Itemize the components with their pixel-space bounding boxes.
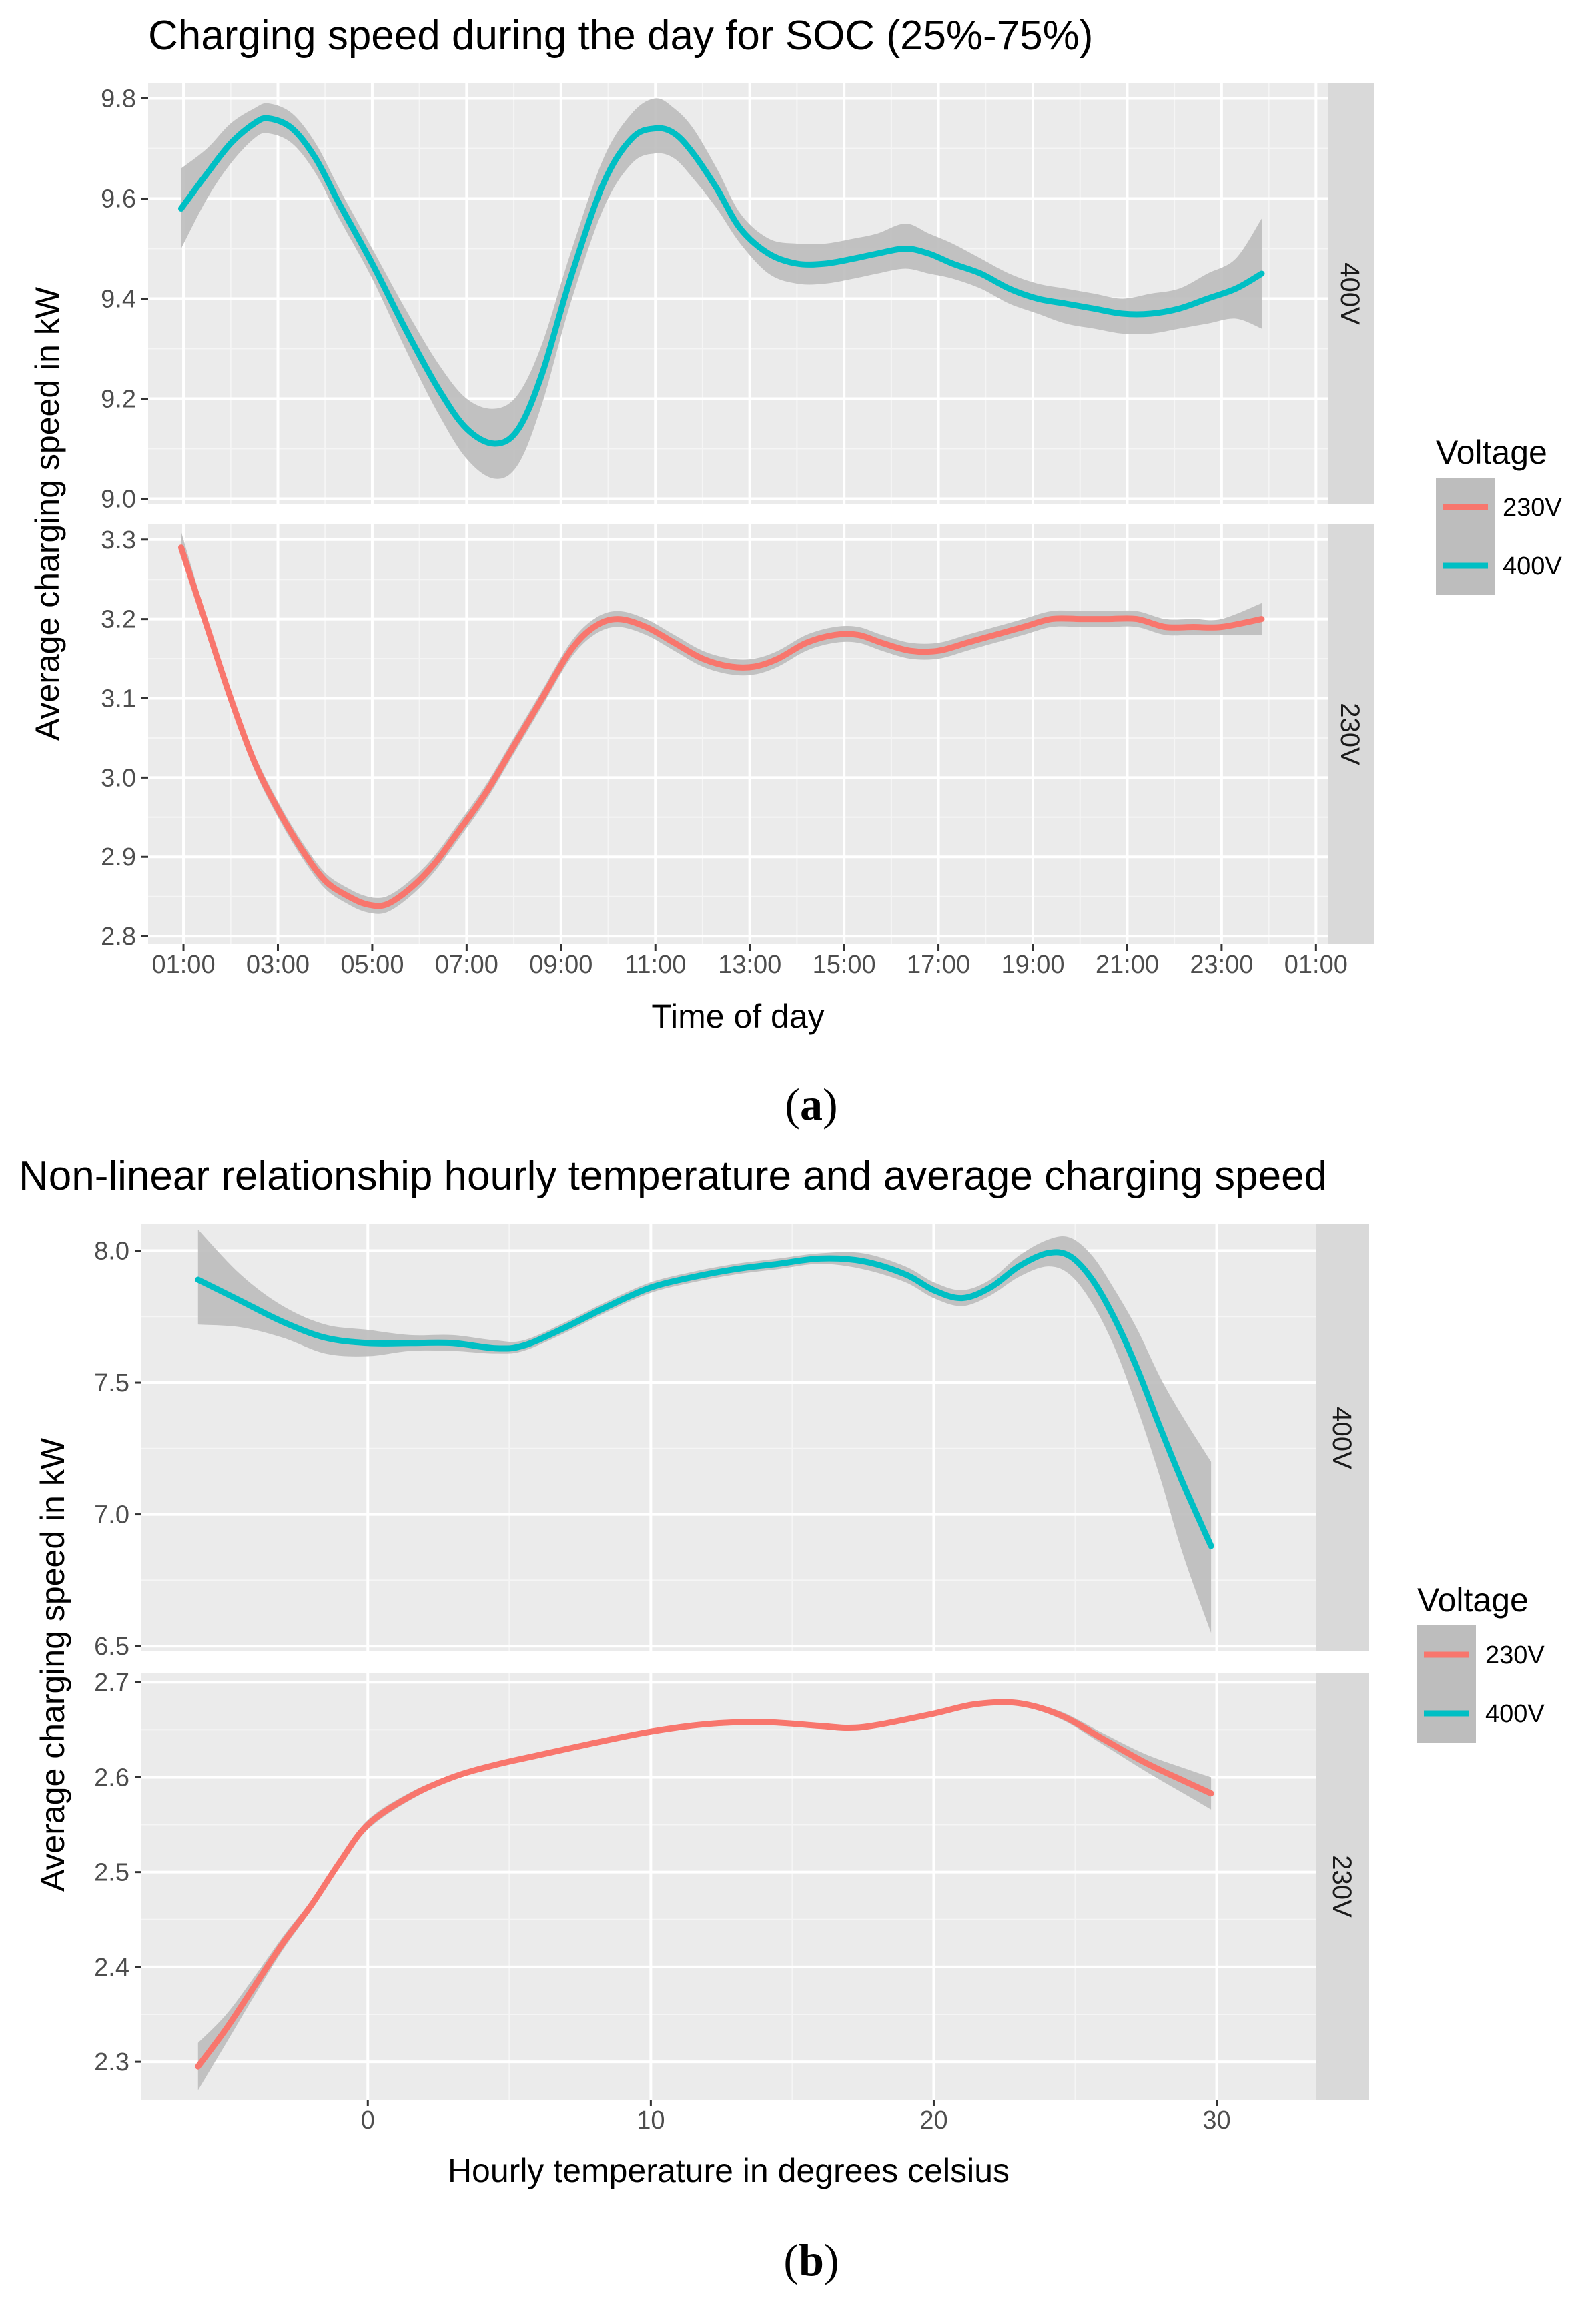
chart-b-panel-230v-grid [141, 1673, 1316, 2100]
chart-a-panel-230v: 2.8 2.9 3.0 3.1 3.2 3.3 230V [101, 524, 1374, 951]
x-tick-label: 03:00 [246, 951, 310, 979]
y-tick-label: 7.0 [94, 1501, 129, 1529]
chart-a-panel-400v-y-axis: 9.0 9.2 9.4 9.6 9.8 [101, 85, 148, 514]
chart-b-legend: Voltage 230V 400V [1417, 1581, 1545, 1743]
chart-a-legend-title: Voltage [1436, 434, 1547, 471]
y-tick-label: 2.6 [94, 1764, 129, 1792]
x-tick-label: 09:00 [529, 951, 592, 979]
x-tick-label: 15:00 [813, 951, 876, 979]
x-tick-label: 07:00 [435, 951, 498, 979]
chart-b-panel-400v-bg [141, 1224, 1316, 1651]
chart-a-title: Charging speed during the day for SOC (2… [148, 13, 1093, 59]
chart-b-title: Non-linear relationship hourly temperatu… [19, 1153, 1327, 1199]
y-tick-label: 9.4 [101, 286, 136, 314]
x-tick-label: 21:00 [1096, 951, 1159, 979]
chart-a-panel-400v-confidence-ribbon [181, 98, 1262, 479]
x-tick-label: 17:00 [907, 951, 970, 979]
chart-b-panel-230v-strip [1316, 1673, 1369, 2100]
y-tick-label: 2.8 [101, 923, 136, 951]
chart-a-panel-400v-strip [1328, 83, 1374, 504]
chart-b-legend-label-400v: 400V [1485, 1700, 1545, 1728]
chart-a-x-axis: 01:00 03:00 05:00 07:00 09:00 11:00 13:00 15:00… [151, 944, 1348, 979]
chart-a-panel-230v-strip [1328, 524, 1374, 944]
chart-b-x-axis-title: Hourly temperature in degrees celsius [448, 2152, 1010, 2189]
y-tick-label: 2.5 [94, 1859, 129, 1887]
chart-a-panel-230v-y-axis: 2.8 2.9 3.0 3.1 3.2 3.3 [101, 526, 148, 951]
y-tick-label: 2.9 [101, 843, 136, 871]
x-tick-label: 01:00 [1284, 951, 1348, 979]
chart-b-legend-entry-230v: 230V [1417, 1625, 1545, 1684]
chart-b-caption: (b) [783, 2235, 839, 2285]
y-tick-label: 6.5 [94, 1633, 129, 1661]
chart-a-panel-230v-strip-label: 230V [1335, 703, 1364, 765]
chart-a-legend: Voltage 230V 400V [1436, 434, 1562, 595]
chart-a-panel-400v-strip-label: 400V [1335, 262, 1364, 325]
y-tick-label: 3.1 [101, 685, 136, 713]
chart-a-caption: (a) [785, 1079, 837, 1130]
chart-a-legend-entry-400v: 400V [1436, 536, 1562, 595]
y-tick-label: 2.4 [94, 1954, 129, 1982]
chart-b-panel-400v-strip [1316, 1224, 1369, 1651]
chart-b-legend-label-230v: 230V [1485, 1641, 1545, 1669]
x-tick-label: 20 [919, 2106, 947, 2135]
chart-a-y-axis-title: Average charging speed in kW [29, 286, 66, 741]
x-tick-label: 13:00 [718, 951, 781, 979]
y-tick-label: 7.5 [94, 1369, 129, 1397]
chart-b-legend-entry-400v: 400V [1417, 1684, 1545, 1743]
x-tick-label: 10 [637, 2106, 665, 2135]
chart-b-panel-230v-strip-label: 230V [1327, 1855, 1356, 1918]
chart-b-panel-400v-strip-label: 400V [1327, 1407, 1356, 1469]
chart-a-legend-entry-230v: 230V [1436, 478, 1562, 536]
chart-a-panel-400v-bg [148, 83, 1328, 504]
x-tick-label: 0 [361, 2106, 375, 2135]
y-tick-label: 9.6 [101, 185, 136, 214]
y-tick-label: 3.2 [101, 606, 136, 634]
y-tick-label: 3.3 [101, 526, 136, 554]
chart-b-panel-230v: 2.3 2.4 2.5 2.6 2.7 230V [94, 1669, 1369, 2100]
y-tick-label: 9.8 [101, 85, 136, 113]
chart-b: Non-linear relationship hourly temperatu… [19, 1153, 1545, 2285]
chart-a-panel-230v-bg [148, 524, 1328, 944]
x-tick-label: 30 [1202, 2106, 1230, 2135]
chart-b-panel-400v: 6.5 7.0 7.5 8.0 400V [94, 1224, 1369, 1661]
x-tick-label: 19:00 [1001, 951, 1064, 979]
chart-b-panel-230v-bg [141, 1673, 1316, 2100]
chart-a-x-axis-title: Time of day [651, 998, 824, 1035]
chart-b-panel-400v-y-axis: 6.5 7.0 7.5 8.0 [94, 1238, 141, 1661]
x-tick-label: 11:00 [625, 951, 686, 979]
chart-b-caption-letter: b [799, 2235, 824, 2285]
x-tick-label: 05:00 [340, 951, 404, 979]
chart-b-panel-230v-confidence-ribbon [197, 1699, 1212, 2090]
x-tick-label: 23:00 [1190, 951, 1253, 979]
chart-a-legend-label-230v: 230V [1503, 494, 1562, 522]
chart-a-panel-400v-series-line [178, 115, 1265, 447]
y-tick-label: 2.7 [94, 1669, 129, 1697]
y-tick-label: 9.0 [101, 486, 136, 514]
chart-a-panel-400v: 9.0 9.2 9.4 9.6 9.8 400V [101, 83, 1374, 514]
chart-b-x-axis: 0 10 20 30 [361, 2100, 1231, 2135]
y-tick-label: 2.3 [94, 2048, 129, 2076]
chart-a-caption-letter: a [800, 1079, 823, 1130]
y-tick-label: 3.0 [101, 764, 136, 792]
y-tick-label: 8.0 [94, 1238, 129, 1266]
chart-b-y-axis-title: Average charging speed in kW [34, 1437, 71, 1892]
y-tick-label: 9.2 [101, 386, 136, 414]
chart-b-legend-title: Voltage [1417, 1581, 1529, 1619]
chart-a-panel-230v-series-line [178, 544, 1265, 909]
chart-a-legend-label-400v: 400V [1503, 552, 1562, 581]
chart-b-panel-230v-series-line [195, 1699, 1214, 2070]
x-tick-label: 01:00 [151, 951, 215, 979]
chart-b-panel-400v-grid [141, 1224, 1316, 1651]
chart-b-panel-400v-series-line [195, 1249, 1214, 1549]
chart-b-panel-230v-y-axis: 2.3 2.4 2.5 2.6 2.7 [94, 1669, 141, 2076]
chart-a: Charging speed during the day for SOC (2… [29, 13, 1562, 1130]
